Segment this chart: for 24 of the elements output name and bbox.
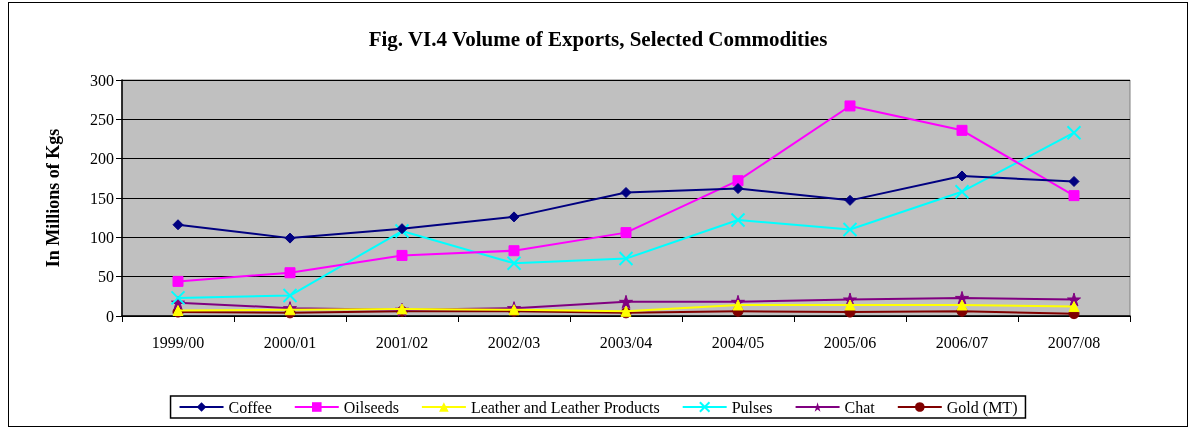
y-tick-label: 150 <box>90 189 114 207</box>
legend-label: Chat <box>844 398 876 416</box>
y-tick-label: 250 <box>90 110 114 128</box>
y-axis-title: In Millions of Kgs <box>43 128 63 268</box>
x-tick-label: 2000/01 <box>263 333 317 351</box>
legend-label: Coffee <box>228 398 272 416</box>
x-tick-label: 2002/03 <box>487 333 541 351</box>
y-tick-label: 100 <box>90 228 114 246</box>
x-tick-label: 1999/00 <box>151 333 205 351</box>
x-tick-label: 2004/05 <box>711 333 765 351</box>
x-tick-label: 2005/06 <box>823 333 877 351</box>
legend-label: Oilseeds <box>343 398 399 416</box>
legend-label: Gold (MT) <box>946 398 1018 417</box>
legend-label: Leather and Leather Products <box>470 398 660 416</box>
y-tick-label: 50 <box>98 268 114 286</box>
y-tick-label: 300 <box>90 71 114 89</box>
legend-label: Pulses <box>731 398 773 416</box>
x-tick-label: 2001/02 <box>375 333 429 351</box>
x-tick-label: 2007/08 <box>1047 333 1101 351</box>
chart-title: Fig. VI.4 Volume of Exports, Selected Commodities <box>368 26 828 51</box>
x-tick-label: 2003/04 <box>599 333 653 351</box>
x-tick-label: 2006/07 <box>935 333 989 351</box>
y-tick-label: 200 <box>90 150 114 168</box>
y-tick-label: 0 <box>106 307 114 325</box>
